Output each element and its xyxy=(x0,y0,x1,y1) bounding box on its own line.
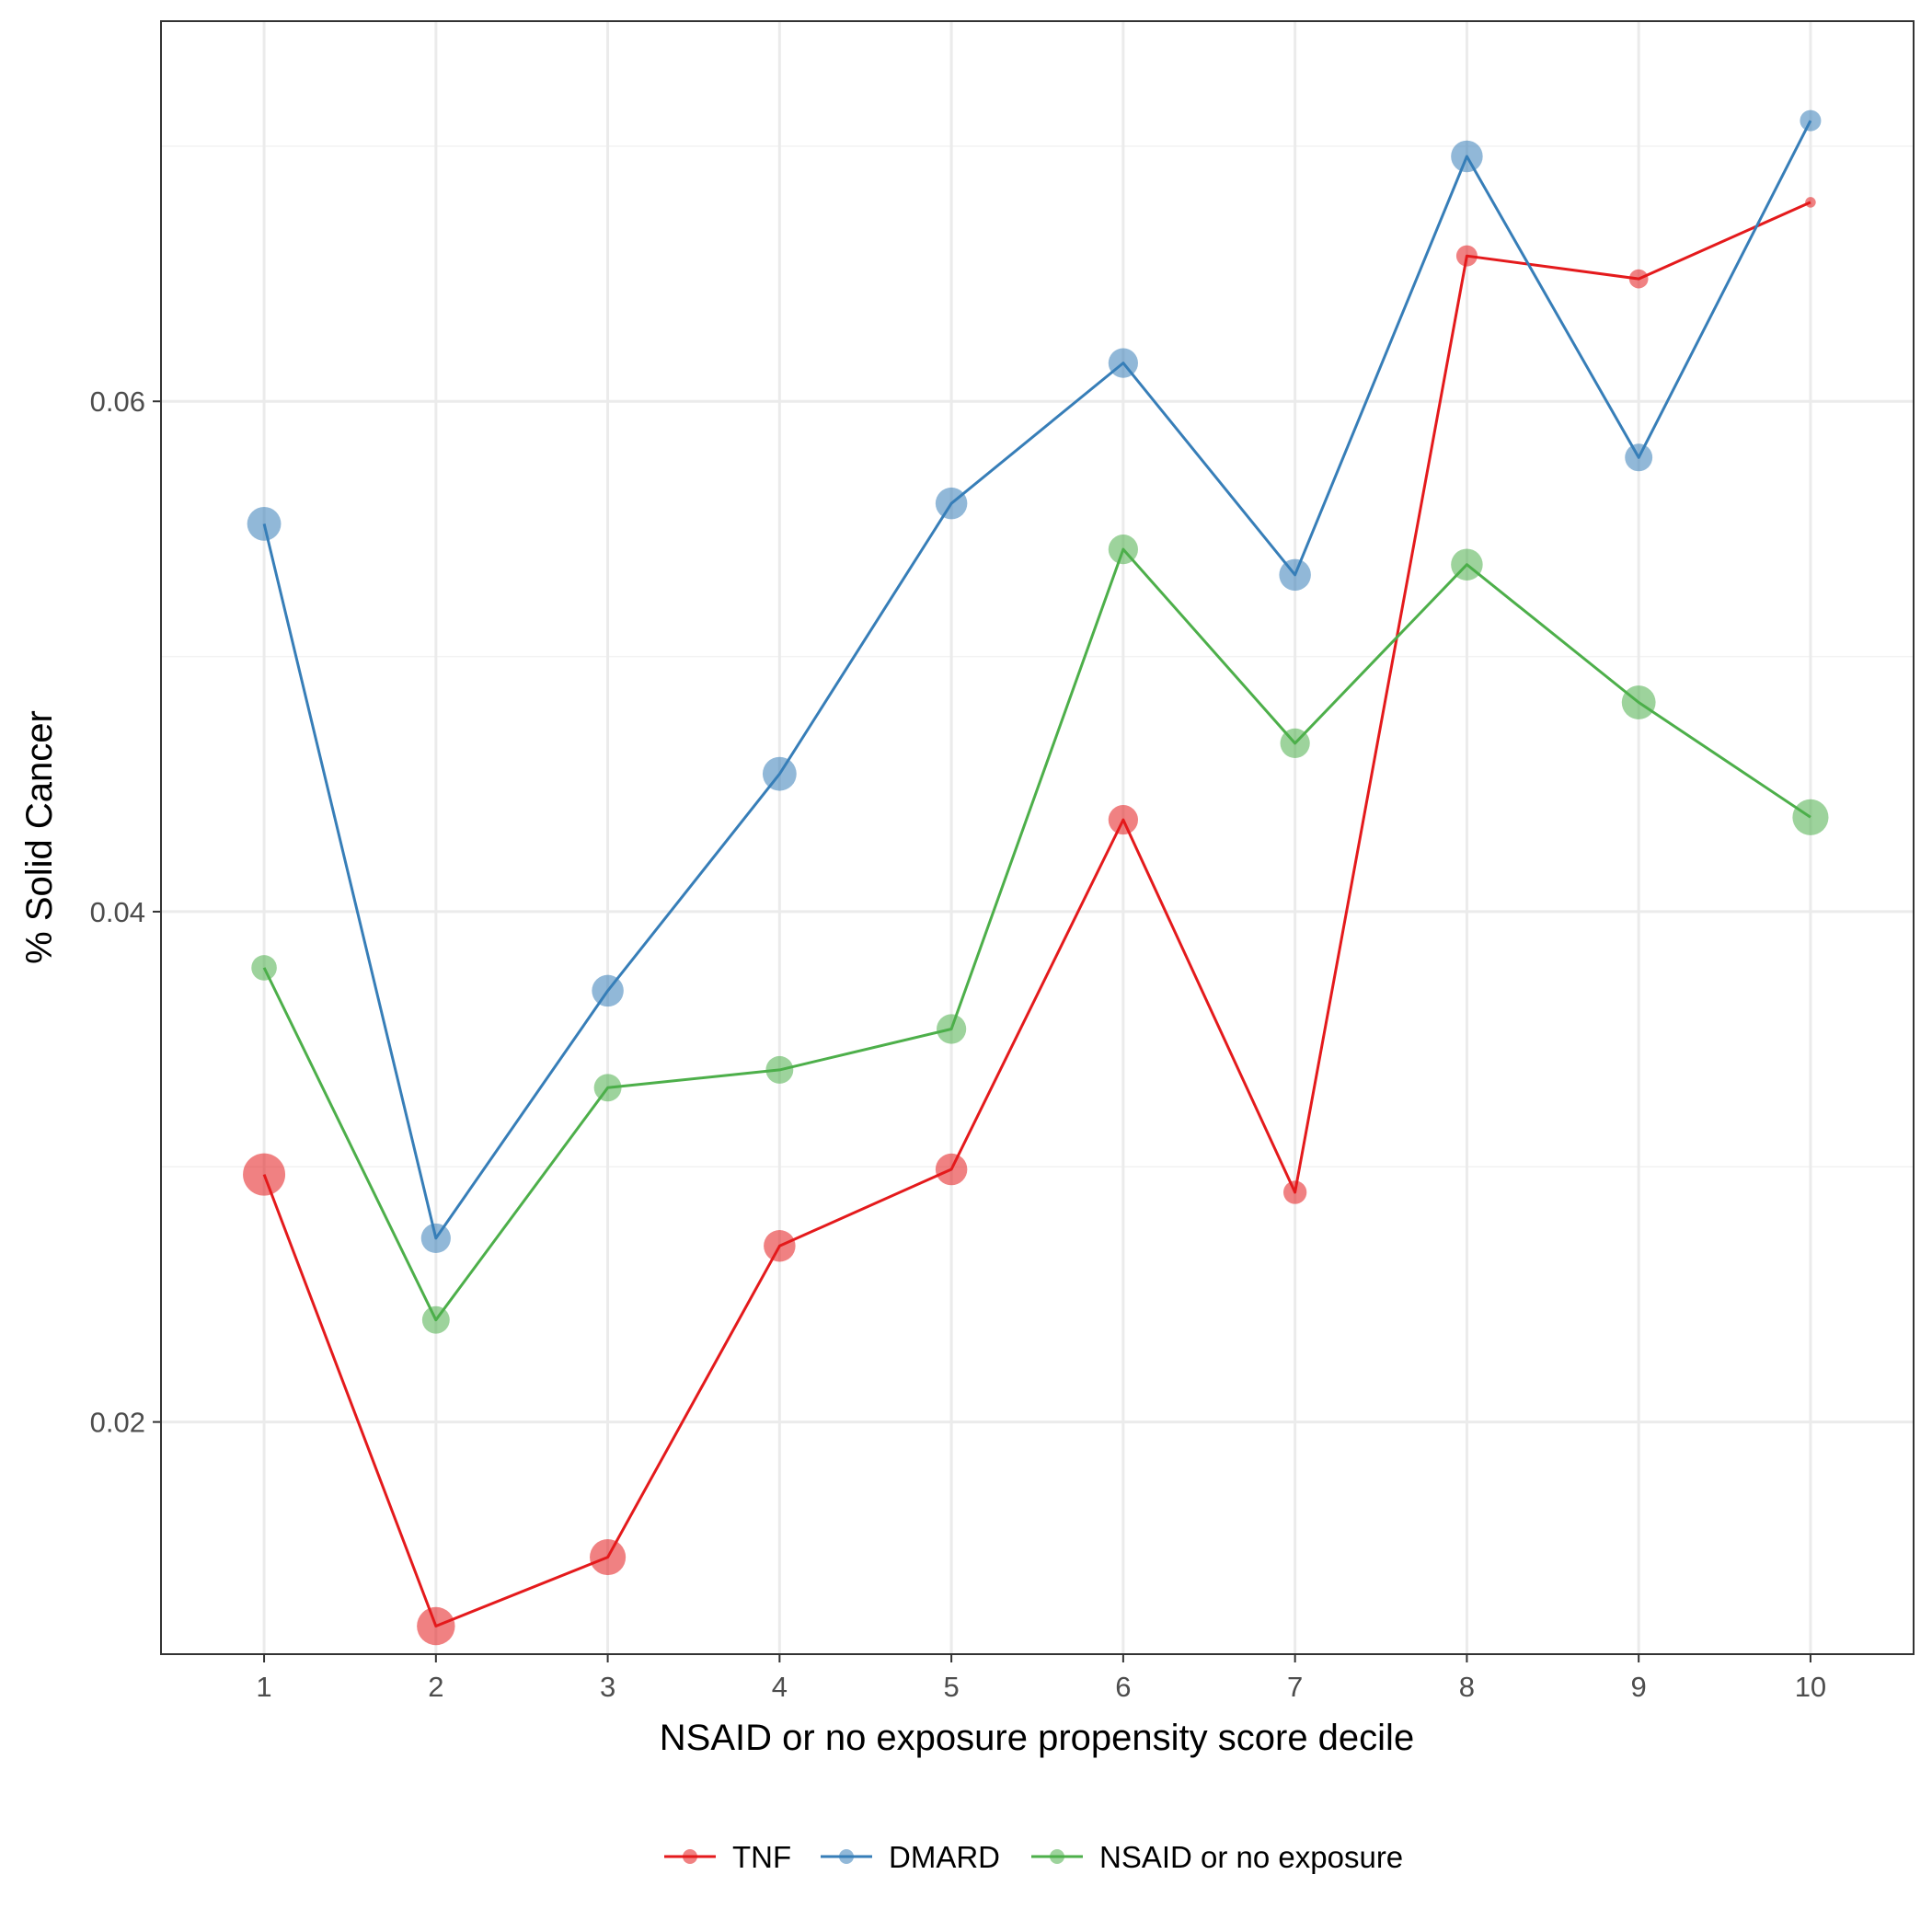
legend-label: DMARD xyxy=(889,1840,1000,1874)
y-tick-label: 0.02 xyxy=(90,1407,145,1439)
legend-item: DMARD xyxy=(821,1840,1000,1874)
data-point xyxy=(762,756,797,791)
data-point xyxy=(937,1014,967,1044)
x-axis: 1 2 3 4 5 6 7 8 9 10 xyxy=(256,1654,1826,1703)
y-tick-label: 0.06 xyxy=(90,385,145,418)
data-point xyxy=(593,1074,622,1102)
data-point xyxy=(243,1153,286,1196)
series-line xyxy=(262,547,1811,1322)
x-tick-label: 1 xyxy=(256,1671,271,1703)
data-point xyxy=(590,1539,627,1576)
data-point xyxy=(1805,197,1816,208)
data-point xyxy=(1108,348,1138,378)
plot-background xyxy=(161,21,1914,1654)
data-point xyxy=(417,1606,455,1646)
series-line xyxy=(262,201,1811,1627)
series-dmard xyxy=(247,109,1822,1254)
data-point xyxy=(1279,558,1311,592)
data-point xyxy=(1455,245,1478,267)
legend-item: NSAID or no exposure xyxy=(1031,1840,1403,1874)
data-point xyxy=(420,1223,451,1254)
x-tick-label: 9 xyxy=(1631,1671,1647,1703)
x-tick-label: 5 xyxy=(943,1671,959,1703)
legend-label: TNF xyxy=(732,1840,791,1874)
legend-key-point xyxy=(839,1849,854,1864)
data-point xyxy=(1800,109,1822,132)
data-point xyxy=(1108,535,1138,565)
series-nsaid-or-no-exposure xyxy=(251,535,1829,1334)
data-point xyxy=(935,1153,968,1186)
y-axis-title: % Solid Cancer xyxy=(19,710,60,964)
legend-key-point xyxy=(683,1849,697,1864)
data-point xyxy=(1625,443,1653,472)
series-line xyxy=(262,120,1812,1240)
minor-gridlines xyxy=(161,145,1914,1168)
x-axis-title: NSAID or no exposure propensity score de… xyxy=(660,1718,1414,1758)
data-point xyxy=(1282,1180,1307,1204)
x-tick-label: 2 xyxy=(428,1671,443,1703)
data-point xyxy=(1628,269,1649,289)
data-point xyxy=(1451,140,1483,173)
x-tick-label: 7 xyxy=(1287,1671,1303,1703)
data-point xyxy=(1108,804,1138,835)
data-point xyxy=(247,506,282,541)
data-point xyxy=(1280,728,1310,758)
data-point xyxy=(251,955,277,981)
x-tick-label: 6 xyxy=(1115,1671,1131,1703)
data-point xyxy=(935,487,968,520)
legend-item: TNF xyxy=(664,1840,791,1874)
x-tick-label: 10 xyxy=(1795,1671,1826,1703)
major-gridlines xyxy=(161,21,1914,1654)
series-tnf xyxy=(243,197,1816,1646)
y-axis: 0.02 0.04 0.06 xyxy=(90,385,161,1439)
legend-label: NSAID or no exposure xyxy=(1099,1840,1403,1874)
data-point xyxy=(765,1055,794,1084)
y-tick-label: 0.04 xyxy=(90,896,145,928)
data-point xyxy=(764,1230,796,1262)
data-point xyxy=(1621,685,1656,719)
x-tick-label: 8 xyxy=(1459,1671,1475,1703)
plot-panel-border xyxy=(160,20,1915,1655)
data-point xyxy=(1451,548,1483,581)
data-point xyxy=(592,974,624,1007)
x-tick-label: 4 xyxy=(772,1671,788,1703)
legend: TNF DMARD NSAID or no exposure xyxy=(664,1840,1403,1874)
legend-key-point xyxy=(1050,1849,1064,1864)
data-point xyxy=(421,1305,450,1334)
x-tick-label: 3 xyxy=(600,1671,615,1703)
data-point xyxy=(1792,799,1829,835)
series-layer xyxy=(243,109,1829,1646)
